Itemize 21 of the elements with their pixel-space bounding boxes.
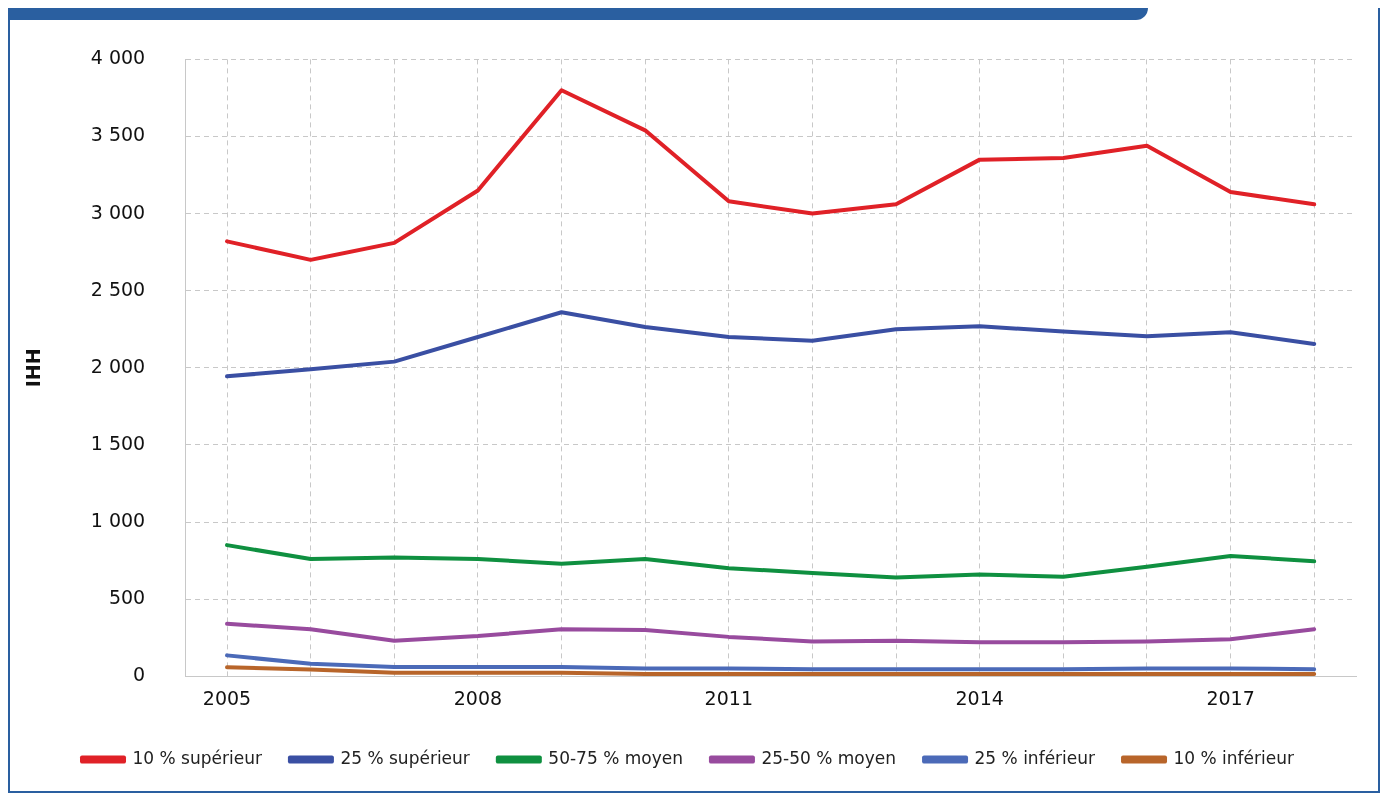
legend-label: 10 % inférieur	[1173, 747, 1295, 768]
x-tick-label: 2017	[1206, 686, 1255, 709]
legend-label: 25 % inférieur	[974, 747, 1096, 768]
y-tick-label: 2 000	[90, 354, 146, 377]
x-tick-label: 2011	[704, 686, 753, 709]
legend-label: 25-50 % moyen	[761, 747, 897, 768]
legend-label: 10 % supérieur	[132, 747, 262, 768]
y-tick-label: 3 000	[90, 200, 146, 223]
y-tick-label: 3 500	[90, 123, 146, 146]
legend-label: 25 % supérieur	[340, 747, 470, 768]
x-tick-label: 2008	[453, 686, 503, 709]
legend-label: 50-75 % moyen	[548, 747, 683, 768]
y-tick-label: 500	[108, 586, 146, 609]
y-tick-label: 1 500	[90, 431, 146, 454]
y-tick-label: 4 000	[90, 46, 146, 69]
y-tick-label: 0	[133, 663, 146, 686]
x-tick-label: 2005	[202, 686, 252, 709]
y-tick-label: 2 500	[90, 277, 146, 300]
y-axis-title: IHH	[22, 348, 45, 388]
y-tick-label: 1 000	[90, 508, 146, 531]
x-tick-label: 2014	[955, 686, 1004, 709]
